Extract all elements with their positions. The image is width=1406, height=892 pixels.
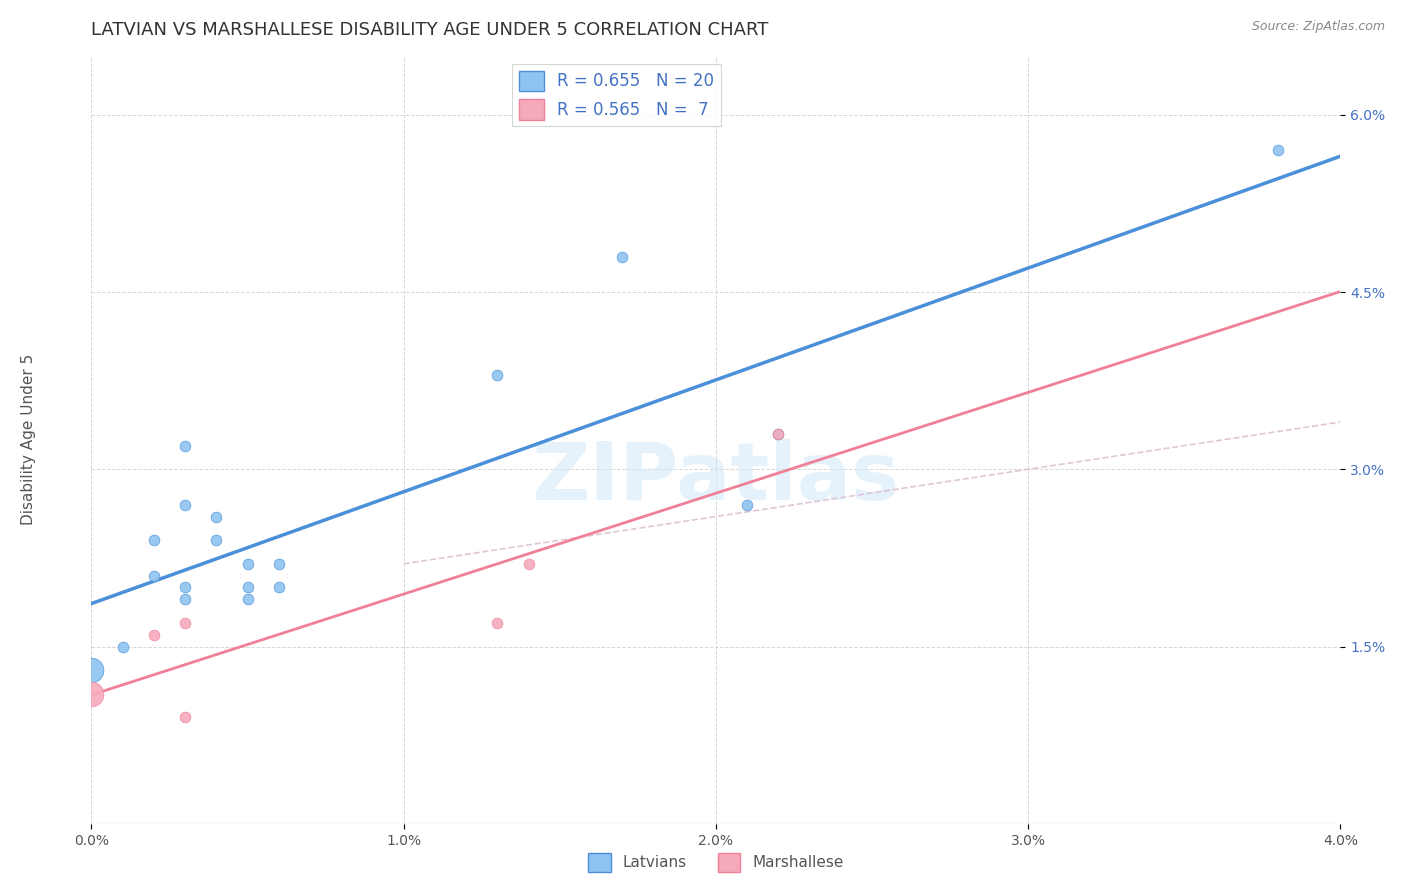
Y-axis label: Disability Age Under 5: Disability Age Under 5 bbox=[21, 354, 35, 525]
Point bbox=[735, 498, 758, 512]
Point bbox=[1267, 143, 1289, 157]
Point bbox=[111, 640, 134, 654]
Point bbox=[174, 710, 197, 724]
Point bbox=[174, 581, 197, 595]
Point bbox=[142, 533, 165, 548]
Text: ZIPatlas: ZIPatlas bbox=[531, 439, 900, 517]
Point bbox=[612, 250, 634, 264]
Point bbox=[205, 533, 228, 548]
Point bbox=[236, 557, 259, 571]
Text: Source: ZipAtlas.com: Source: ZipAtlas.com bbox=[1251, 20, 1385, 33]
Point bbox=[486, 615, 509, 630]
Point bbox=[768, 426, 790, 441]
Point bbox=[80, 663, 103, 677]
Point bbox=[205, 509, 228, 524]
Point bbox=[142, 628, 165, 642]
Point bbox=[174, 592, 197, 607]
Point bbox=[236, 592, 259, 607]
Point bbox=[267, 557, 290, 571]
Point bbox=[267, 581, 290, 595]
Point bbox=[768, 426, 790, 441]
Point bbox=[80, 687, 103, 701]
Point bbox=[517, 557, 540, 571]
Point bbox=[174, 615, 197, 630]
Point bbox=[236, 581, 259, 595]
Point bbox=[142, 568, 165, 582]
Legend: Latvians, Marshallese: Latvians, Marshallese bbox=[582, 847, 851, 878]
Point bbox=[174, 498, 197, 512]
Point bbox=[486, 368, 509, 382]
Point bbox=[174, 439, 197, 453]
Text: LATVIAN VS MARSHALLESE DISABILITY AGE UNDER 5 CORRELATION CHART: LATVIAN VS MARSHALLESE DISABILITY AGE UN… bbox=[91, 21, 769, 39]
